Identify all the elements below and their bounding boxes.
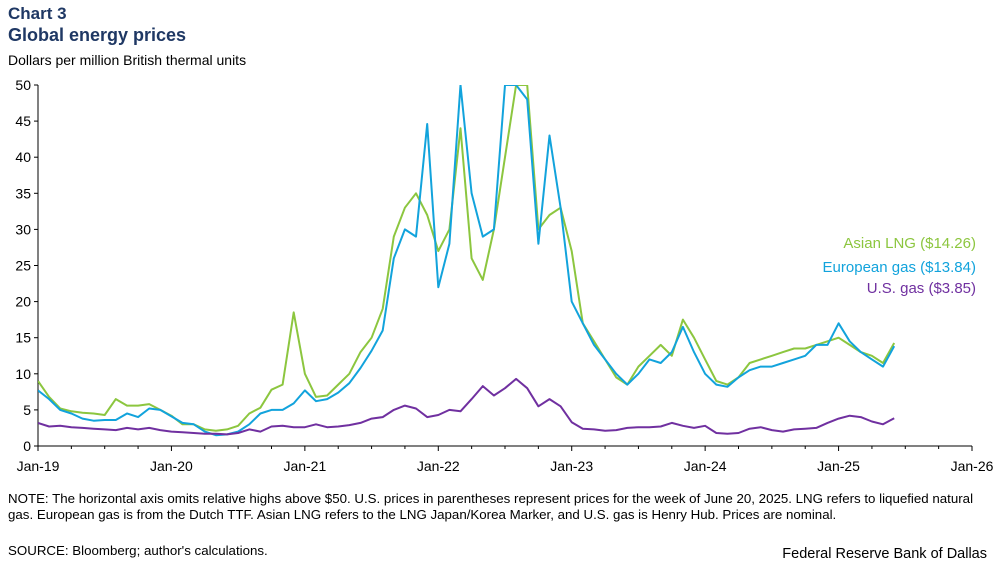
series-line-european_gas bbox=[38, 85, 896, 437]
y-tick-label: 15 bbox=[15, 330, 31, 346]
x-tick-label: Jan-20 bbox=[150, 458, 193, 474]
y-tick-label: 10 bbox=[15, 366, 31, 382]
chart-number: Chart 3 bbox=[8, 4, 67, 23]
y-tick-label: 35 bbox=[15, 185, 31, 201]
chart-title: Global energy prices bbox=[8, 25, 187, 45]
axes: 0 5 10 15 20 25 30 35 40 45 50 Jan-19 Jan-20 Jan-21 Ja… bbox=[15, 77, 993, 474]
y-tick-label: 25 bbox=[15, 258, 31, 274]
legend-label-us_gas: U.S. gas ($3.85) bbox=[867, 280, 976, 297]
chart-source: SOURCE: Bloomberg; author's calculations… bbox=[8, 543, 268, 558]
x-tick-label: Jan-19 bbox=[17, 458, 60, 474]
chart-note: NOTE: The horizontal axis omits relative… bbox=[8, 491, 974, 522]
legend-label-asian_lng: Asian LNG ($14.26) bbox=[843, 235, 976, 252]
legend-label-european_gas: European gas ($13.84) bbox=[823, 259, 976, 276]
x-tick-label: Jan-26 bbox=[951, 458, 994, 474]
x-tick-label: Jan-23 bbox=[550, 458, 593, 474]
x-tick-label: Jan-22 bbox=[417, 458, 460, 474]
y-tick-label: 0 bbox=[23, 438, 31, 454]
x-tick-label: Jan-25 bbox=[817, 458, 860, 474]
x-tick-label: Jan-21 bbox=[283, 458, 326, 474]
y-tick-label: 40 bbox=[15, 149, 31, 165]
x-tick-label: Jan-24 bbox=[684, 458, 727, 474]
y-tick-label: 45 bbox=[15, 113, 31, 129]
line-chart: 0 5 10 15 20 25 30 35 40 45 50 Jan-19 Jan-20 Jan-21 Ja… bbox=[15, 77, 993, 474]
y-tick-label: 50 bbox=[15, 77, 31, 93]
y-tick-label: 5 bbox=[23, 402, 31, 418]
y-axis-units: Dollars per million British thermal unit… bbox=[8, 52, 247, 68]
y-tick-label: 30 bbox=[15, 221, 31, 237]
legend: Asian LNG ($14.26) European gas ($13.84) U… bbox=[823, 235, 976, 297]
series-line-us_gas bbox=[38, 377, 895, 436]
series-lines bbox=[38, 85, 896, 437]
y-tick-label: 20 bbox=[15, 294, 31, 310]
credit-line: Federal Reserve Bank of Dallas bbox=[782, 546, 987, 562]
